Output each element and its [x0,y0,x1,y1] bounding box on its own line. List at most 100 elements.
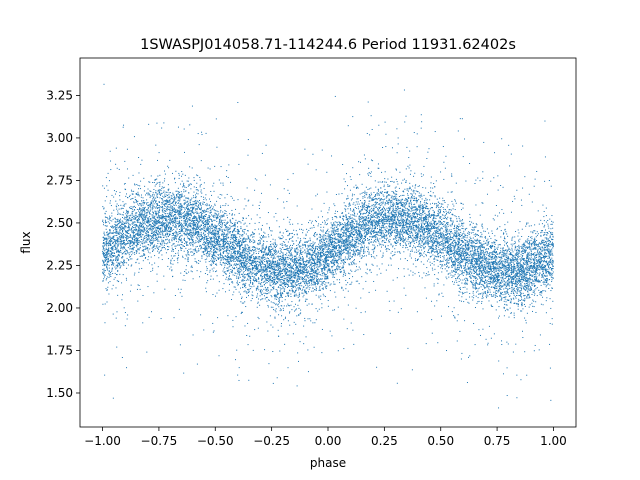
data-point [138,216,140,218]
data-point [172,222,174,224]
data-point [270,250,272,252]
data-point [365,193,367,195]
data-point [244,198,246,200]
data-point [395,242,397,244]
data-point [411,197,413,199]
data-point [230,235,232,237]
data-point [403,178,405,180]
data-point [489,252,491,254]
data-point [212,237,214,239]
data-point [463,301,465,303]
data-point [437,213,439,215]
data-point [382,254,384,256]
data-point [309,240,311,242]
data-point [410,236,412,238]
data-point [245,266,247,268]
data-point [229,256,231,258]
data-point [225,255,227,257]
data-point [297,249,299,251]
data-point [213,239,215,241]
data-point [316,276,318,278]
data-point [221,225,223,227]
data-point [534,241,536,243]
data-point [551,244,553,246]
data-point [457,235,459,237]
data-point [191,167,193,169]
data-point [466,253,468,255]
data-point [108,260,110,262]
data-point [335,233,337,235]
data-point [355,231,357,233]
data-point [240,266,242,268]
data-point [132,222,134,224]
data-point [216,270,218,272]
data-point [533,294,535,296]
data-point [530,289,532,291]
data-point [125,237,127,239]
data-point [323,260,325,262]
data-point [287,241,289,243]
data-point [525,259,527,261]
data-point [390,228,392,230]
data-point [430,264,432,266]
data-point [538,256,540,258]
data-point [180,238,182,240]
data-point [322,237,324,239]
data-point [493,262,495,264]
data-point [189,166,191,168]
data-point [189,230,191,232]
data-point [542,271,544,273]
data-point [143,218,145,220]
data-point [253,257,255,259]
data-point [474,261,476,263]
data-point [472,299,474,301]
data-point [169,192,171,194]
data-point [280,296,282,298]
data-point [106,237,108,239]
data-point [103,242,105,244]
data-point [456,260,458,262]
data-point [132,197,134,199]
data-point [292,275,294,277]
data-point [160,218,162,220]
data-point [308,303,310,305]
data-point [362,196,364,198]
data-point [111,237,113,239]
data-point [431,227,433,229]
data-point [260,289,262,291]
data-point [260,268,262,270]
data-point [449,250,451,252]
data-point [105,177,107,179]
data-point [513,195,515,197]
data-point [427,215,429,217]
data-point [275,276,277,278]
data-point [350,283,352,285]
data-point [251,271,253,273]
data-point [120,227,122,229]
data-point [435,248,437,250]
data-point [448,259,450,261]
data-point [403,206,405,208]
data-point [326,245,328,247]
data-point [184,245,186,247]
data-point [447,245,449,247]
data-point [347,197,349,199]
data-point [462,286,464,288]
data-point [330,249,332,251]
data-point [338,221,340,223]
data-point [385,214,387,216]
data-point [422,204,424,206]
data-point [130,219,132,221]
data-point [345,205,347,207]
data-point [332,231,334,233]
data-point [276,280,278,282]
data-point [277,255,279,257]
data-point [476,302,478,304]
data-point [475,270,477,272]
data-point [399,220,401,222]
data-point [403,238,405,240]
data-point [540,258,542,260]
data-point [532,299,534,301]
data-point [459,229,461,231]
data-point [296,284,298,286]
